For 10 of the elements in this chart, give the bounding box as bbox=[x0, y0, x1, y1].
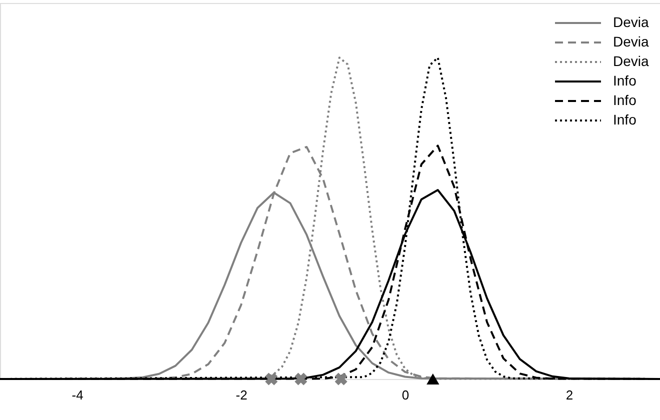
legend-label: Devia bbox=[613, 34, 650, 50]
x-tick-label: -4 bbox=[72, 388, 84, 402]
legend-label: Info bbox=[613, 112, 637, 128]
legend-label: Devia bbox=[613, 53, 650, 69]
legend-label: Info bbox=[613, 92, 637, 108]
legend-label: Devia bbox=[613, 14, 650, 30]
legend-label: Info bbox=[613, 72, 637, 88]
x-tick-label: 0 bbox=[402, 388, 410, 402]
x-tick-label: 2 bbox=[566, 388, 574, 402]
x-tick-label: -2 bbox=[236, 388, 248, 402]
